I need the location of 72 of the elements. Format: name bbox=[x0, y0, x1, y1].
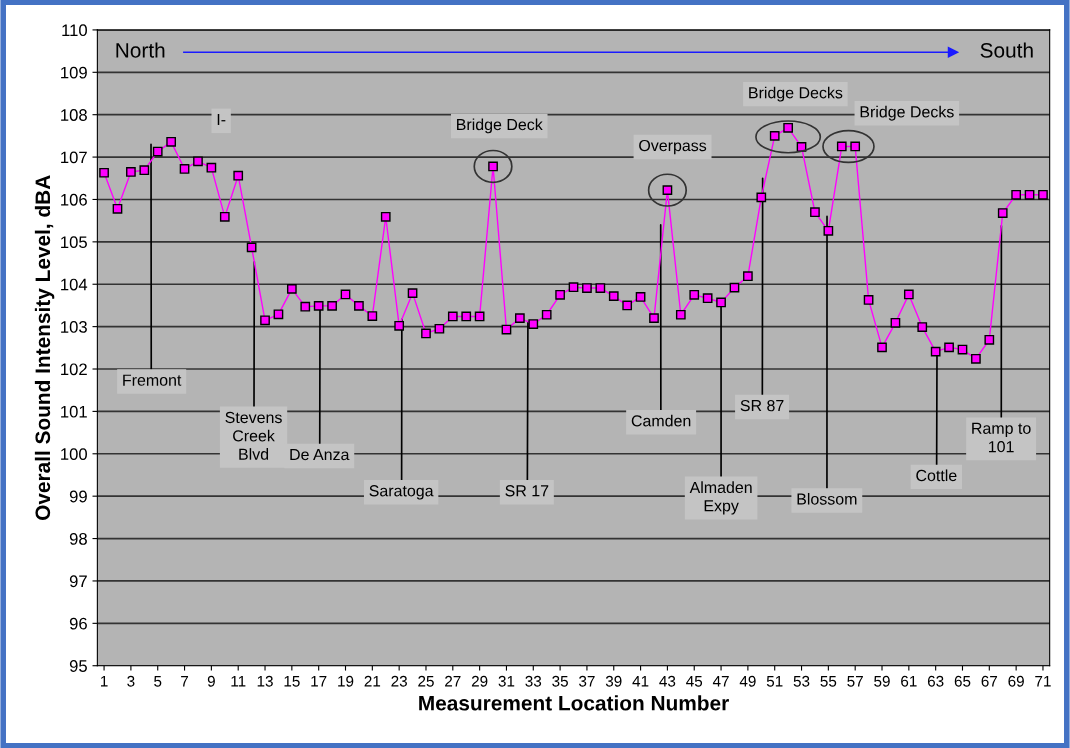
annotation: Stevens Creek Blvd bbox=[225, 411, 282, 460]
x-axis-title: Measurement Location Number bbox=[419, 695, 729, 711]
x-tick-label: 9 bbox=[207, 675, 215, 687]
x-tick-label: 25 bbox=[418, 675, 434, 687]
x-tick-label: 21 bbox=[364, 675, 381, 687]
y-tick-label: 103 bbox=[61, 321, 87, 333]
annotation: De Anza bbox=[290, 449, 350, 461]
annotation: North bbox=[116, 42, 165, 58]
x-tick-label: 49 bbox=[739, 675, 756, 687]
y-tick-label: 104 bbox=[61, 278, 88, 291]
x-tick-label: 65 bbox=[954, 675, 971, 687]
x-tick-label: 59 bbox=[874, 675, 890, 687]
y-tick-label: 100 bbox=[61, 448, 87, 460]
x-tick-label: 1 bbox=[100, 676, 108, 687]
y-tick-label: 107 bbox=[61, 151, 87, 164]
x-tick-label: 29 bbox=[471, 675, 488, 687]
x-tick-label: 31 bbox=[498, 675, 515, 687]
annotation: Cottle bbox=[916, 469, 957, 482]
y-tick-label: 110 bbox=[62, 24, 87, 37]
x-tick-label: 35 bbox=[552, 675, 568, 687]
annotation: Overpass bbox=[639, 139, 707, 155]
y-tick-label: 106 bbox=[61, 193, 87, 206]
x-tick-label: 63 bbox=[927, 675, 944, 687]
x-tick-label: 23 bbox=[391, 675, 407, 687]
x-tick-label: 3 bbox=[127, 675, 135, 687]
x-tick-label: 69 bbox=[1008, 675, 1024, 687]
x-tick-label: 43 bbox=[659, 675, 676, 687]
y-tick-label: 97 bbox=[69, 575, 87, 588]
y-tick-label: 96 bbox=[69, 617, 87, 630]
x-tick-label: 71 bbox=[1035, 676, 1051, 687]
y-tick-label: 108 bbox=[61, 109, 87, 121]
x-tick-label: 37 bbox=[579, 675, 595, 687]
x-tick-label: 57 bbox=[847, 676, 863, 687]
x-tick-label: 41 bbox=[632, 676, 649, 687]
x-tick-label: 33 bbox=[525, 675, 542, 687]
annotation: SR 17 bbox=[505, 485, 549, 497]
annotation: Camden bbox=[631, 414, 691, 427]
x-tick-label: 19 bbox=[338, 675, 354, 687]
x-tick-label: 39 bbox=[605, 675, 622, 687]
y-tick-label: 99 bbox=[69, 490, 87, 503]
annotation: Ramp to 101 bbox=[972, 422, 1031, 453]
annotation: Fremont bbox=[123, 374, 182, 386]
annotation: Blossom bbox=[797, 492, 857, 505]
x-tick-label: 15 bbox=[284, 676, 300, 687]
x-tick-label: 67 bbox=[981, 675, 998, 687]
y-tick-label: 98 bbox=[69, 532, 87, 545]
y-tick-label: 109 bbox=[61, 66, 87, 79]
y-tick-label: 95 bbox=[69, 660, 87, 672]
x-tick-label: 47 bbox=[712, 676, 729, 687]
annotation: Saratoga bbox=[369, 485, 434, 500]
x-tick-label: 27 bbox=[445, 675, 461, 687]
x-tick-label: 5 bbox=[154, 676, 162, 687]
x-tick-label: 17 bbox=[311, 676, 327, 687]
x-tick-label: 7 bbox=[181, 676, 189, 687]
annotation: Bridge Decks bbox=[749, 86, 843, 102]
annotation: South bbox=[980, 42, 1033, 58]
annotation: SR 87 bbox=[740, 399, 784, 412]
annotation: I- bbox=[217, 113, 226, 125]
annotation: Almaden Expy bbox=[689, 481, 752, 515]
y-tick-label: 105 bbox=[61, 236, 87, 249]
y-axis-title: Overall Sound Intensity Level, dBA bbox=[34, 175, 55, 521]
annotation: Bridge Deck bbox=[457, 118, 543, 134]
y-tick-label: 102 bbox=[61, 363, 87, 376]
x-tick-label: 45 bbox=[686, 676, 703, 687]
x-tick-label: 61 bbox=[901, 675, 917, 687]
x-tick-label: 53 bbox=[793, 675, 810, 687]
y-tick-label: 101 bbox=[61, 405, 87, 418]
x-tick-label: 51 bbox=[766, 676, 783, 687]
x-tick-label: 13 bbox=[257, 675, 273, 687]
x-tick-label: 11 bbox=[231, 676, 246, 687]
x-tick-label: 55 bbox=[820, 676, 837, 687]
annotation: Bridge Decks bbox=[860, 105, 954, 121]
